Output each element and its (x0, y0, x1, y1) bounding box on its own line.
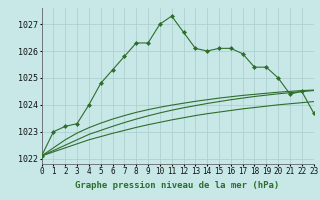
X-axis label: Graphe pression niveau de la mer (hPa): Graphe pression niveau de la mer (hPa) (76, 181, 280, 190)
